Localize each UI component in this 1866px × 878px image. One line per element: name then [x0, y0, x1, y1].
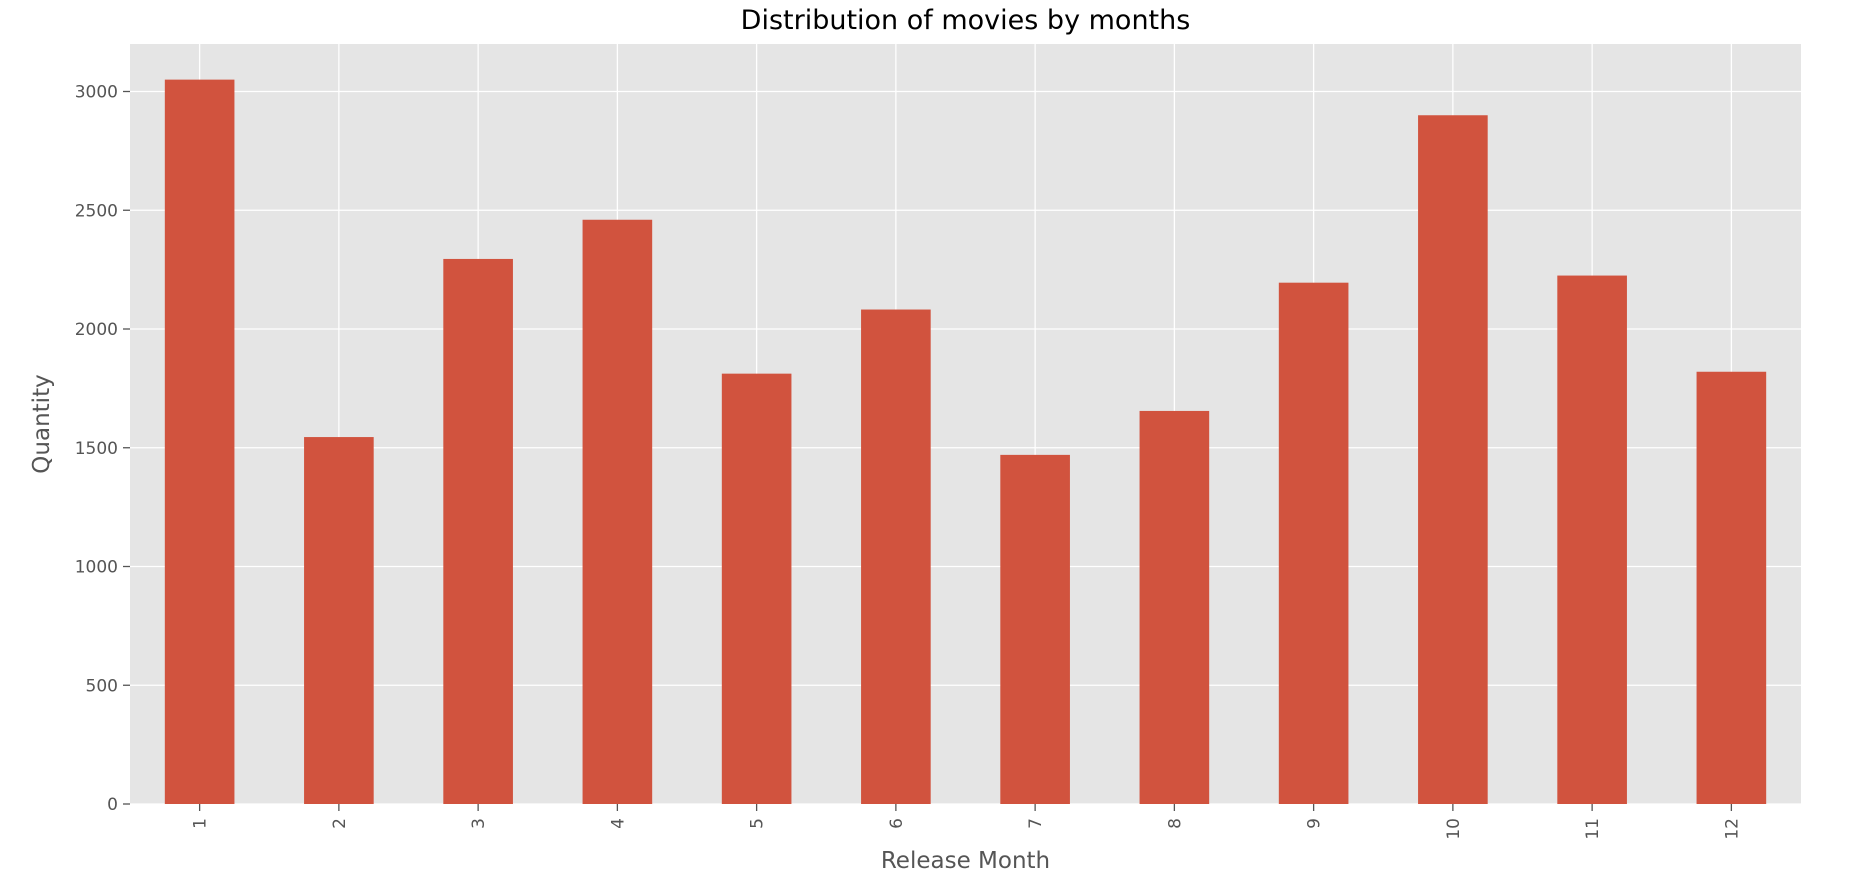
x-axis-ticks: 1 2 3 4 5 6 7 8 9 10 11 12	[191, 804, 1742, 840]
x-tick-label: 9	[1305, 818, 1325, 829]
bar-month-10	[1418, 115, 1488, 804]
bar-month-4	[582, 219, 653, 804]
bar-month-11	[1557, 275, 1627, 804]
x-tick-label: 6	[887, 818, 907, 829]
bar-month-1	[164, 79, 235, 804]
x-tick-label: 2	[330, 818, 350, 829]
y-axis-label: Quantity	[29, 374, 55, 473]
x-axis-label: Release Month	[881, 848, 1050, 874]
x-tick-label: 5	[748, 818, 768, 829]
y-tick-label: 3000	[75, 83, 118, 103]
y-tick-label: 2000	[75, 320, 118, 340]
x-tick-label: 3	[469, 818, 489, 829]
bar-month-9	[1278, 282, 1349, 804]
x-tick-label: 7	[1026, 818, 1046, 829]
y-tick-label: 500	[86, 676, 118, 696]
y-tick-label: 2500	[75, 201, 118, 221]
y-axis-ticks: 0 500 1000 1500 2000 2500 3000	[75, 83, 130, 815]
y-tick-label: 1000	[75, 558, 118, 578]
x-tick-label: 4	[608, 818, 628, 829]
bar-month-8	[1139, 410, 1210, 804]
x-tick-label: 1	[191, 818, 211, 829]
x-tick-label: 12	[1722, 818, 1742, 840]
bars	[164, 79, 1767, 804]
bar-month-7	[1000, 454, 1070, 804]
y-tick-label: 0	[107, 795, 118, 815]
bar-month-3	[443, 258, 513, 804]
bar-month-2	[304, 437, 374, 804]
bar-month-12	[1696, 371, 1767, 804]
bar-month-6	[861, 309, 931, 804]
x-tick-label: 11	[1583, 818, 1603, 840]
x-tick-label: 10	[1444, 818, 1464, 840]
y-tick-label: 1500	[75, 439, 118, 459]
bar-month-5	[721, 373, 792, 804]
plot-background	[130, 44, 1801, 804]
chart-title: Distribution of movies by months	[741, 5, 1191, 36]
x-tick-label: 8	[1165, 818, 1185, 829]
